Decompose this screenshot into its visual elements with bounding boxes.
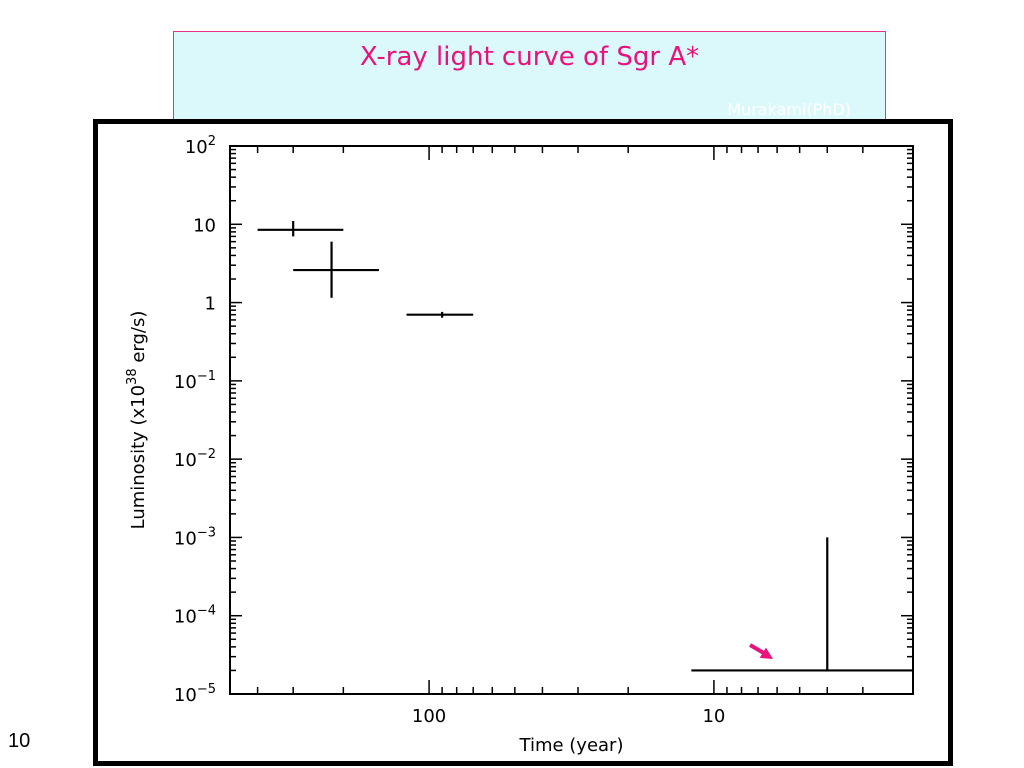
y-tick-label: 10−2	[174, 447, 216, 471]
data-point	[691, 537, 913, 672]
y-tick-label: 10−4	[174, 604, 216, 628]
y-tick-label: 102	[185, 134, 216, 158]
arrow-head-icon	[759, 647, 774, 659]
slide-number: 10	[8, 730, 31, 752]
x-tick-label: 10	[702, 706, 725, 727]
data-point	[257, 221, 344, 237]
data-points	[257, 221, 913, 672]
plot-area	[229, 145, 914, 695]
y-tick-labels: 102 10 1 10−1 10−2 10−3 10−4 10−5	[174, 134, 216, 706]
y-axis-label: Luminosity (x1038 erg/s)	[125, 311, 149, 530]
data-point	[293, 241, 379, 298]
annotations	[749, 643, 774, 659]
credit-label: Murakami(PhD)	[727, 100, 851, 119]
chart-title: X-ray light curve of Sgr A*	[359, 42, 700, 72]
chart-svg: 102 10 1 10−1 10−2 10−3 10−4 10−5 100 10 Time (y…	[125, 134, 914, 756]
chart-frame: 102 10 1 10−1 10−2 10−3 10−4 10−5 100 10 Time (y…	[93, 119, 953, 766]
x-axis-label: Time (year)	[519, 735, 624, 756]
y-tick-label: 10−5	[174, 682, 216, 706]
y-tick-label: 1	[205, 294, 216, 315]
title-banner: X-ray light curve of Sgr A* Murakami(PhD…	[173, 31, 886, 128]
x-tick-labels: 100 10	[412, 706, 725, 727]
data-point	[406, 311, 474, 318]
y-tick-label: 10	[193, 215, 216, 236]
y-tick-label: 10−3	[174, 525, 216, 549]
x-tick-label: 100	[412, 706, 446, 727]
y-tick-label: 10−1	[174, 369, 216, 393]
tick-marks	[229, 145, 914, 695]
